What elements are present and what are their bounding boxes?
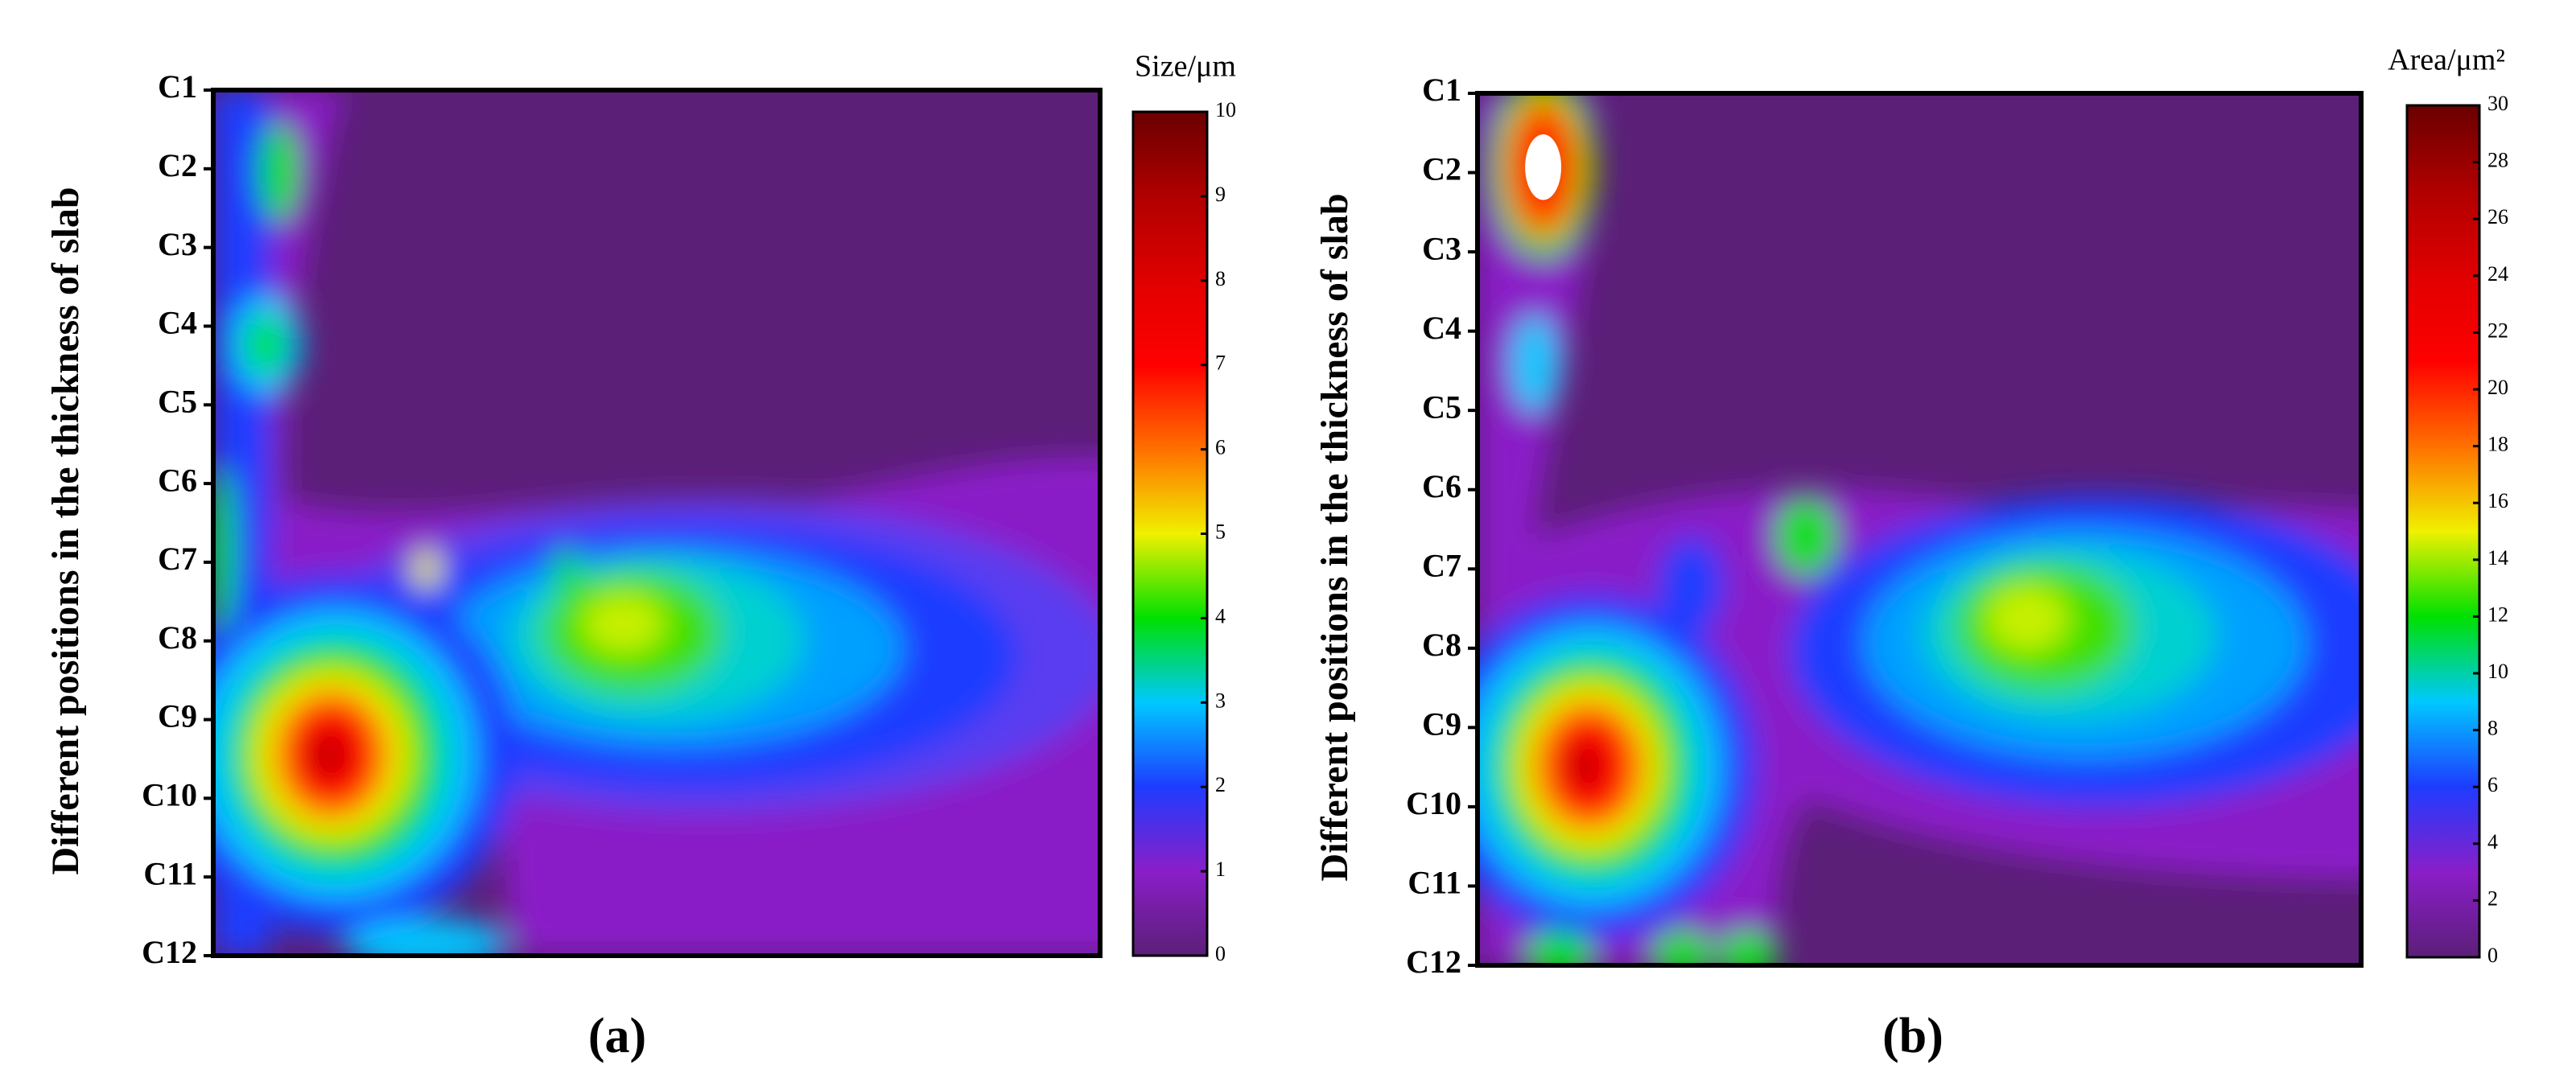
colorbar-tick-label: 6 bbox=[1215, 436, 1226, 459]
colorbar bbox=[1131, 110, 1209, 957]
y-tick-label: C4 bbox=[1422, 310, 1461, 346]
colorbar-tick-label: 18 bbox=[2487, 433, 2508, 456]
y-tick-label: C4 bbox=[158, 305, 197, 341]
colorbar-tick-label: 8 bbox=[2487, 717, 2498, 740]
contour-field bbox=[213, 90, 1100, 956]
y-tick-label: C10 bbox=[142, 777, 197, 813]
y-tick-label: C8 bbox=[158, 619, 197, 656]
panel-label: (a) bbox=[588, 1009, 646, 1063]
colorbar-tick-label: 20 bbox=[2487, 376, 2508, 399]
y-tick-label: C1 bbox=[158, 68, 197, 105]
y-tick-label: C2 bbox=[158, 147, 197, 183]
y-tick-label: C8 bbox=[1422, 627, 1461, 663]
y-tick-label: C10 bbox=[1406, 785, 1461, 821]
y-tick-label: C3 bbox=[1422, 230, 1461, 266]
y-axis-title: Different positions in the thickness of … bbox=[1313, 193, 1356, 881]
colorbar-tick-label: 2 bbox=[1215, 773, 1226, 796]
colorbar-tick-label: 0 bbox=[1215, 942, 1226, 965]
y-tick-label: C1 bbox=[1422, 72, 1461, 108]
colorbar-tick-label: 6 bbox=[2487, 773, 2498, 796]
y-tick-label: C12 bbox=[1406, 944, 1461, 980]
colorbar-tick-label: 9 bbox=[1215, 183, 1226, 206]
colorbar-tick-label: 8 bbox=[1215, 267, 1226, 290]
colorbar-tick-label: 26 bbox=[2487, 205, 2508, 228]
colorbar-tick-label: 1 bbox=[1215, 858, 1226, 881]
colorbar-tick-label: 7 bbox=[1215, 352, 1226, 375]
colorbar-tick-label: 2 bbox=[2487, 886, 2498, 910]
plot-frame bbox=[211, 88, 1103, 958]
plot-frame bbox=[1475, 91, 2364, 968]
colorbar-tick-label: 4 bbox=[1215, 604, 1226, 627]
colorbar-label: Size/μm bbox=[1135, 50, 1236, 84]
panel-label: (b) bbox=[1882, 1009, 1943, 1063]
colorbar-tick-label: 24 bbox=[2487, 262, 2508, 286]
y-tick-label: C9 bbox=[1422, 706, 1461, 742]
y-tick-label: C11 bbox=[1408, 865, 1461, 901]
contour-field bbox=[1478, 93, 2361, 965]
colorbar-tick-label: 14 bbox=[2487, 546, 2508, 570]
colorbar-tick-label: 10 bbox=[2487, 660, 2508, 683]
y-tick-label: C6 bbox=[158, 462, 197, 498]
colorbar-tick-label: 12 bbox=[2487, 603, 2508, 626]
colorbar-tick-label: 0 bbox=[2487, 944, 2498, 967]
colorbar-tick-label: 30 bbox=[2487, 92, 2508, 115]
y-tick-label: C12 bbox=[142, 934, 197, 970]
colorbar-tick-label: 3 bbox=[1215, 689, 1226, 712]
colorbar-tick-label: 10 bbox=[1215, 98, 1236, 121]
y-tick-label: C7 bbox=[1422, 547, 1461, 583]
y-tick-label: C2 bbox=[1422, 151, 1461, 187]
y-tick-label: C9 bbox=[158, 698, 197, 734]
colorbar-tick-label: 22 bbox=[2487, 319, 2508, 342]
y-tick-label: C11 bbox=[143, 855, 197, 891]
y-tick-label: C5 bbox=[1422, 389, 1461, 425]
y-tick-label: C3 bbox=[158, 226, 197, 262]
colorbar-tick-label: 28 bbox=[2487, 149, 2508, 172]
colorbar bbox=[2405, 104, 2481, 959]
y-tick-label: C6 bbox=[1422, 468, 1461, 504]
y-axis-title: Different positions in the thickness of … bbox=[44, 187, 87, 874]
y-tick-label: C7 bbox=[158, 541, 197, 577]
y-tick-label: C5 bbox=[158, 383, 197, 419]
colorbar-tick-label: 4 bbox=[2487, 830, 2498, 853]
colorbar-tick-label: 5 bbox=[1215, 520, 1226, 543]
colorbar-tick-label: 16 bbox=[2487, 489, 2508, 512]
colorbar-label: Area/μm² bbox=[2388, 43, 2505, 77]
